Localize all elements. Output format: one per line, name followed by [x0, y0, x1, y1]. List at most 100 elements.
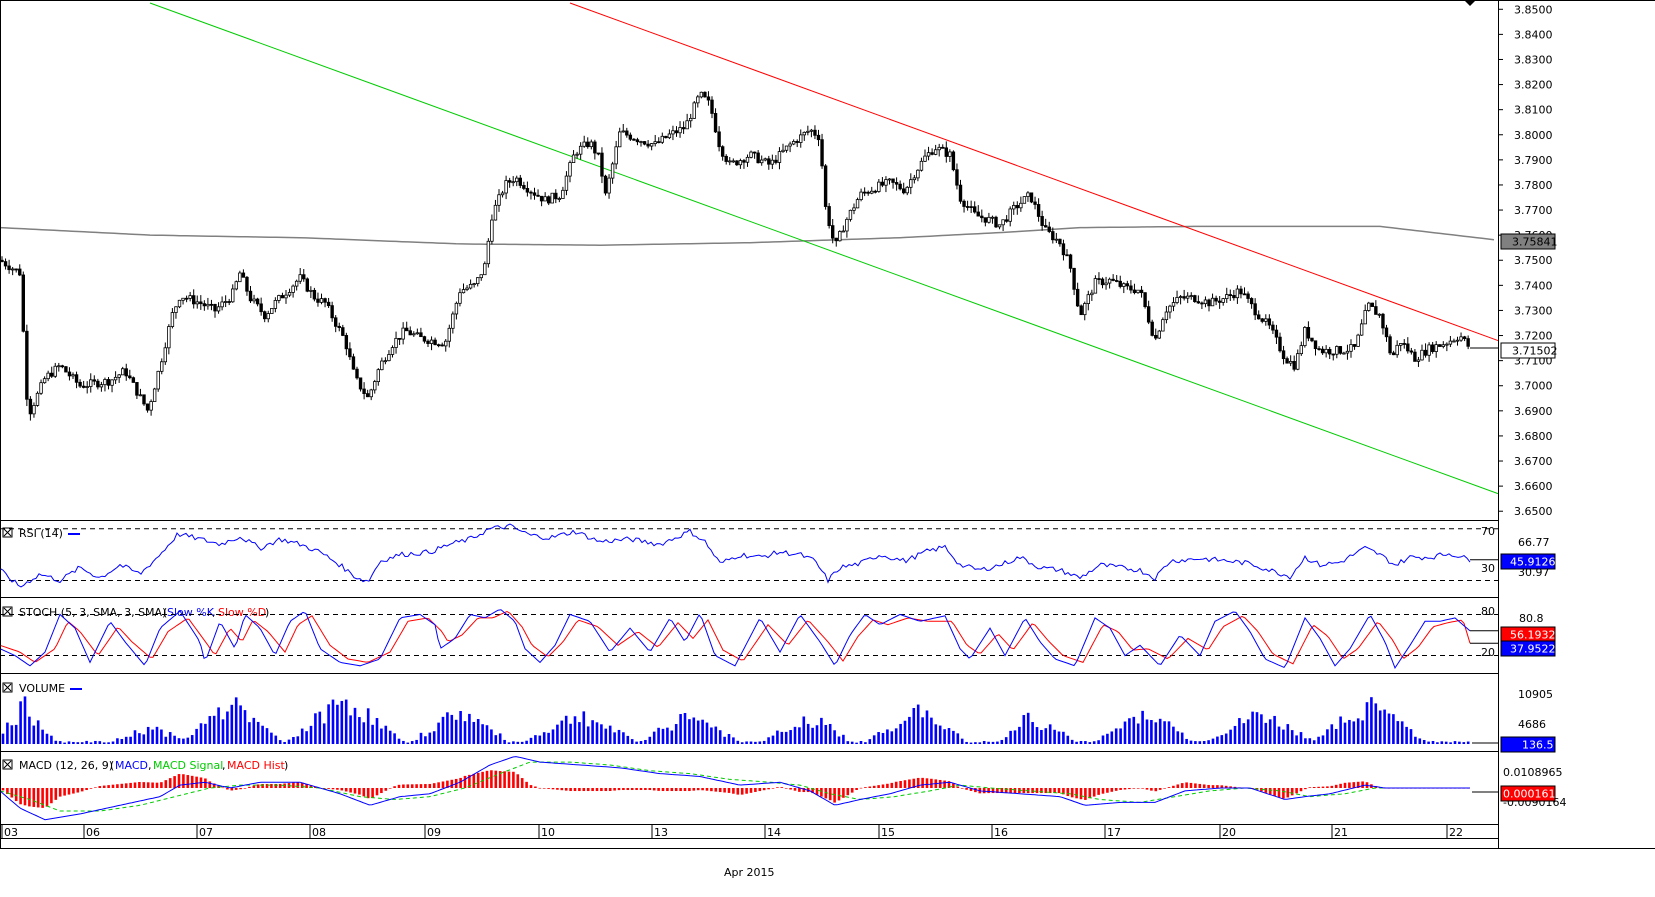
macd-hist-bar — [309, 785, 313, 788]
volume-bar — [529, 737, 533, 744]
candle-body — [472, 283, 476, 286]
candle-body — [1299, 345, 1303, 355]
macd-hist-bar — [1092, 788, 1096, 797]
volume-bar — [10, 725, 14, 744]
candle-body — [667, 133, 672, 139]
candle-body — [429, 339, 434, 344]
candle-body — [756, 152, 760, 164]
volume-bar — [36, 720, 40, 744]
candle-body — [1445, 343, 1449, 346]
macd-hist-bar — [23, 788, 27, 806]
candle-body — [887, 178, 892, 181]
volume-bar — [1075, 741, 1078, 744]
candle-body — [1285, 358, 1289, 364]
volume-bar — [358, 717, 361, 744]
stoch-level-80-label: 80 — [1481, 605, 1495, 618]
candle-body — [767, 158, 771, 165]
volume-bar — [1466, 741, 1470, 744]
candle-body — [57, 365, 61, 368]
macd-hist-bar — [1013, 788, 1017, 794]
macd-hist-bar — [1299, 788, 1303, 792]
candle-body — [110, 379, 114, 386]
candle-body — [42, 378, 47, 384]
close-icon[interactable] — [3, 607, 12, 616]
candle-body — [500, 192, 505, 196]
candle-body — [873, 190, 877, 193]
candle-body — [1235, 288, 1240, 299]
volume-bar — [916, 704, 920, 744]
volume-bar — [648, 736, 652, 744]
macd-hist-bar — [10, 788, 14, 798]
price-tick-label: 3.7200 — [1514, 330, 1553, 343]
candle-body — [657, 141, 661, 144]
candle-body — [919, 160, 924, 171]
close-icon[interactable] — [3, 683, 12, 692]
close-icon[interactable] — [3, 528, 12, 537]
candle-body — [1047, 226, 1051, 232]
candle-body — [689, 117, 693, 122]
candle-body — [426, 340, 430, 344]
candle-body — [458, 292, 462, 304]
price-tick-label: 3.8400 — [1514, 28, 1553, 41]
volume-bar — [63, 742, 66, 744]
volume-bar — [393, 733, 396, 744]
candle-body — [926, 152, 931, 157]
candle-body — [337, 325, 341, 328]
volume-bar — [19, 701, 22, 744]
candle-body — [486, 240, 491, 265]
macd-hist-bar — [1268, 788, 1272, 795]
candle-body — [21, 274, 25, 332]
time-tick-label: 13 — [654, 826, 668, 839]
close-icon[interactable] — [3, 760, 12, 769]
volume-bar — [1383, 709, 1386, 744]
candle-body — [681, 127, 686, 130]
scroll-marker-icon[interactable] — [1464, 0, 1476, 6]
candle-body — [1065, 254, 1069, 257]
candle-body — [252, 298, 256, 302]
macd-hist-bar — [32, 788, 36, 807]
candle-body — [220, 301, 224, 308]
macd-hist-bar — [274, 783, 278, 788]
macd-hist-bar — [613, 788, 616, 791]
volume-bar — [199, 723, 203, 744]
candle-body — [660, 135, 664, 143]
candle-body — [32, 405, 36, 415]
candle-body — [1186, 295, 1190, 299]
candle-body — [266, 313, 270, 320]
macd-hist-bar — [767, 788, 770, 790]
volume-bar — [701, 719, 704, 744]
macd-hist-bar — [406, 784, 410, 788]
volume-bar — [569, 723, 572, 744]
macd-signal-line — [0, 761, 1470, 812]
macd-hist-bar — [1000, 788, 1004, 794]
candle-body — [262, 311, 267, 320]
volume-bar — [283, 741, 286, 744]
volume-bar — [459, 711, 462, 744]
candle-body — [852, 207, 856, 211]
candle-body — [248, 290, 253, 302]
stoch-legend-close-paren: ) — [265, 606, 269, 619]
candle-body — [1171, 302, 1176, 307]
macd-hist-bar — [98, 786, 102, 788]
volume-bar — [186, 737, 190, 744]
macd-hist-bar — [212, 783, 216, 788]
macd-hist-bar — [1343, 782, 1347, 788]
candle-body — [845, 218, 849, 232]
volume-bar — [336, 704, 339, 744]
volume-bar — [1000, 739, 1004, 744]
candle-body — [223, 301, 228, 303]
macd-hist-bar — [1211, 785, 1215, 788]
macd-hist-bar — [1022, 788, 1026, 794]
candle-body — [163, 347, 167, 363]
candle-body — [305, 278, 309, 292]
candle-body — [170, 312, 175, 327]
candle-body — [529, 191, 533, 194]
candle-body — [848, 209, 853, 220]
volume-bar — [41, 729, 44, 744]
candle-body — [1154, 335, 1158, 339]
macd-hist-bar — [547, 788, 550, 789]
candle-body — [294, 280, 299, 287]
macd-hist-bar — [173, 776, 176, 788]
candle-body — [1367, 302, 1371, 311]
volume-bar — [138, 733, 141, 744]
